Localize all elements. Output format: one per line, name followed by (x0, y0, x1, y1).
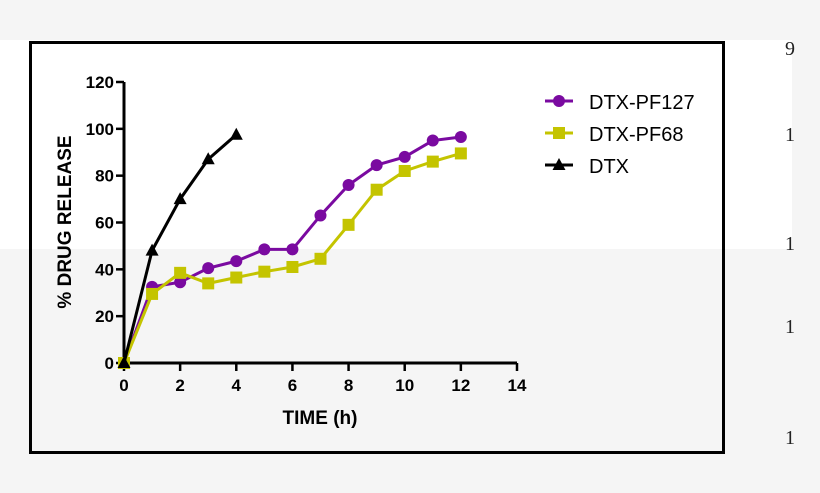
data-point (314, 252, 327, 265)
data-point (342, 179, 355, 192)
figure-frame (29, 41, 725, 454)
data-point (454, 147, 467, 160)
side-fragment: 1 (785, 233, 795, 255)
data-point (370, 183, 383, 196)
side-fragment: 9 (785, 38, 795, 60)
legend-label: DTX-PF68 (589, 124, 683, 146)
data-point (173, 192, 187, 205)
x-tick-label: 8 (344, 376, 353, 395)
side-fragment: 1 (785, 316, 795, 338)
data-point (202, 277, 215, 290)
data-point (229, 127, 243, 140)
y-tick-label: 100 (86, 120, 114, 139)
x-tick-label: 12 (451, 376, 470, 395)
data-point (314, 209, 327, 222)
data-point (230, 255, 243, 268)
legend-label: DTX (589, 156, 629, 178)
data-point (146, 287, 159, 300)
legend-label: DTX-PF127 (589, 92, 695, 114)
data-point (258, 243, 271, 256)
x-axis-label: TIME (h) (283, 408, 358, 429)
x-tick-label: 4 (232, 376, 242, 395)
legend-marker (553, 127, 565, 139)
legend-marker (552, 158, 566, 170)
side-fragment: 1 (785, 427, 795, 449)
x-tick-label: 0 (119, 376, 128, 395)
data-point (286, 260, 299, 273)
series-line-dtx (122, 133, 238, 364)
y-tick-label: 40 (95, 260, 114, 279)
x-tick-label: 2 (175, 376, 184, 395)
data-point (202, 262, 215, 275)
data-point (174, 266, 187, 279)
x-tick-label: 14 (508, 376, 527, 395)
data-point (258, 265, 271, 278)
y-tick-label: 80 (95, 167, 114, 186)
data-point (342, 218, 355, 231)
data-point (454, 131, 467, 144)
data-point (230, 271, 243, 284)
legend-marker (553, 95, 565, 107)
data-point (398, 164, 411, 177)
x-tick-label: 10 (395, 376, 414, 395)
y-axis-label: % DRUG RELEASE (55, 135, 76, 308)
side-fragment: 1 (785, 124, 795, 146)
data-point (174, 276, 187, 289)
data-point (370, 159, 383, 172)
data-point (201, 152, 215, 165)
background-top (0, 40, 792, 249)
data-point (286, 243, 299, 256)
x-tick-label: 6 (288, 376, 297, 395)
y-tick-label: 0 (105, 354, 114, 373)
y-tick-label: 20 (95, 307, 114, 326)
data-point (426, 134, 439, 147)
data-point (398, 150, 411, 163)
data-point (426, 155, 439, 168)
data-point (145, 243, 159, 256)
y-tick-label: 60 (95, 214, 114, 233)
series-line-dtx-pf68 (122, 151, 462, 364)
data-point (117, 356, 131, 368)
y-tick-label: 120 (86, 73, 114, 92)
